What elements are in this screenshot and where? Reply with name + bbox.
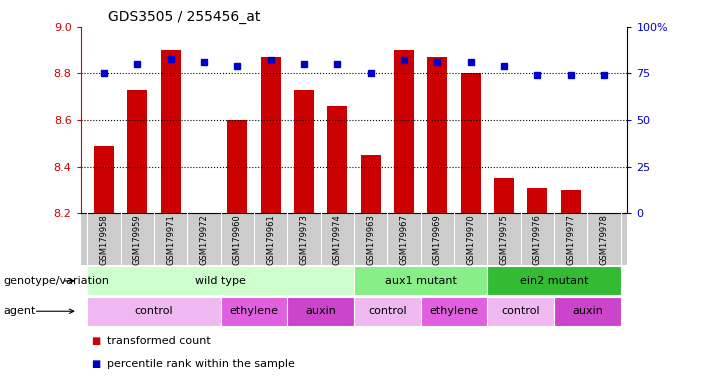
Text: GDS3505 / 255456_at: GDS3505 / 255456_at <box>108 10 260 25</box>
Bar <box>394 50 414 213</box>
Text: ■: ■ <box>91 336 100 346</box>
Bar <box>494 178 514 213</box>
Text: ethylene: ethylene <box>430 306 479 316</box>
Bar <box>561 190 580 213</box>
Bar <box>428 57 447 213</box>
Text: percentile rank within the sample: percentile rank within the sample <box>107 359 294 369</box>
Bar <box>361 155 381 213</box>
Text: ■: ■ <box>91 359 100 369</box>
Text: ein2 mutant: ein2 mutant <box>520 276 588 286</box>
Bar <box>461 73 481 213</box>
Bar <box>294 90 314 213</box>
Text: control: control <box>368 306 407 316</box>
Text: wild type: wild type <box>195 276 246 286</box>
Text: auxin: auxin <box>572 306 603 316</box>
Bar <box>527 187 547 213</box>
Text: ethylene: ethylene <box>229 306 278 316</box>
Text: aux1 mutant: aux1 mutant <box>385 276 456 286</box>
Bar <box>128 90 147 213</box>
Bar <box>261 57 280 213</box>
Bar <box>94 146 114 213</box>
Text: transformed count: transformed count <box>107 336 210 346</box>
Text: genotype/variation: genotype/variation <box>4 276 109 286</box>
Text: auxin: auxin <box>305 306 336 316</box>
Text: control: control <box>501 306 540 316</box>
Bar <box>227 120 247 213</box>
Bar <box>161 50 181 213</box>
Text: agent: agent <box>4 306 36 316</box>
Bar <box>327 106 347 213</box>
Text: control: control <box>135 306 173 316</box>
